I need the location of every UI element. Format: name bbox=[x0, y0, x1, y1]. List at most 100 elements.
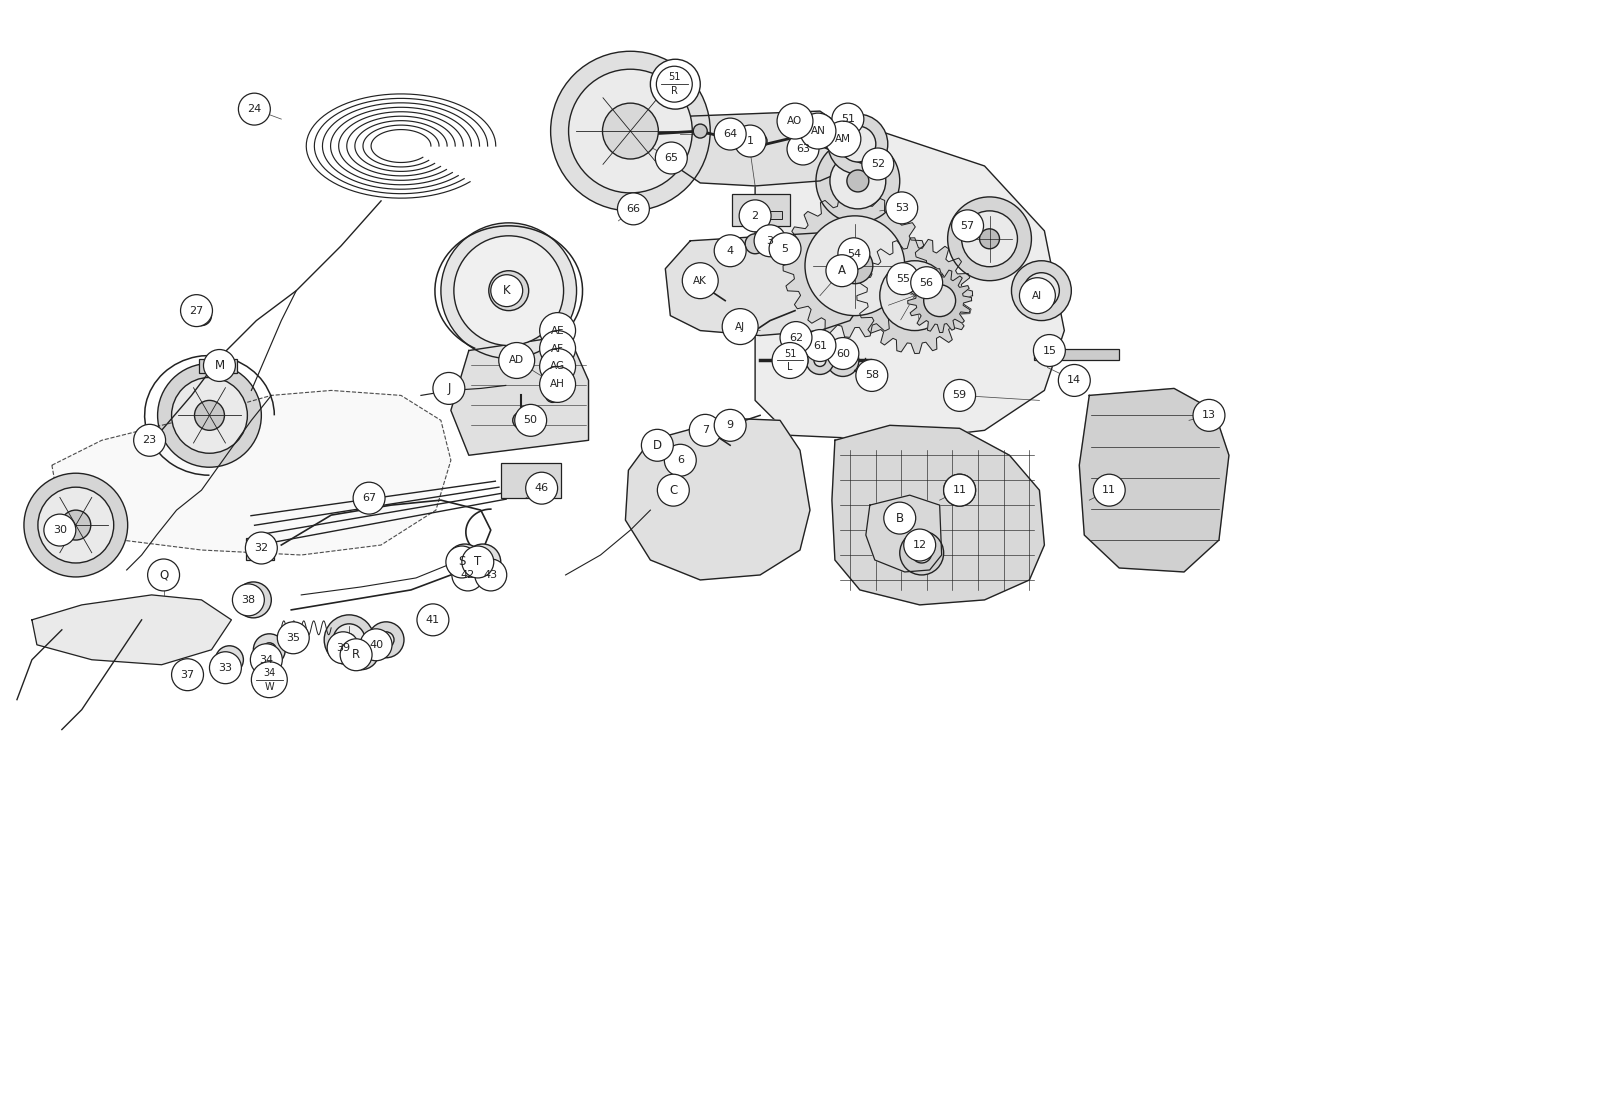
Circle shape bbox=[192, 306, 211, 326]
Polygon shape bbox=[670, 112, 850, 186]
Circle shape bbox=[650, 59, 701, 109]
Text: 64: 64 bbox=[723, 129, 738, 139]
Circle shape bbox=[354, 644, 368, 659]
Circle shape bbox=[781, 321, 811, 353]
Polygon shape bbox=[832, 425, 1045, 604]
Circle shape bbox=[739, 200, 771, 232]
Text: 46: 46 bbox=[534, 483, 549, 493]
Text: 55: 55 bbox=[896, 273, 910, 283]
Circle shape bbox=[827, 114, 888, 174]
Circle shape bbox=[224, 653, 235, 666]
Circle shape bbox=[837, 355, 850, 367]
Circle shape bbox=[826, 122, 861, 157]
Text: 1: 1 bbox=[747, 136, 754, 146]
Polygon shape bbox=[866, 495, 942, 572]
Circle shape bbox=[830, 153, 886, 209]
Circle shape bbox=[434, 372, 466, 405]
Text: 32: 32 bbox=[254, 543, 269, 553]
Circle shape bbox=[1011, 261, 1072, 321]
Circle shape bbox=[539, 312, 576, 349]
Text: 59: 59 bbox=[952, 390, 966, 400]
Circle shape bbox=[216, 646, 243, 673]
Circle shape bbox=[814, 355, 826, 367]
Circle shape bbox=[904, 530, 936, 561]
Text: 9: 9 bbox=[726, 420, 734, 430]
Text: 35: 35 bbox=[286, 633, 301, 643]
Polygon shape bbox=[907, 269, 971, 332]
Text: 63: 63 bbox=[795, 144, 810, 154]
Circle shape bbox=[147, 559, 179, 591]
Circle shape bbox=[539, 330, 576, 367]
Text: AM: AM bbox=[835, 134, 851, 144]
Circle shape bbox=[341, 639, 373, 671]
Circle shape bbox=[947, 197, 1032, 281]
Circle shape bbox=[734, 125, 766, 157]
Bar bbox=[501, 463, 560, 498]
Circle shape bbox=[354, 482, 386, 514]
Circle shape bbox=[539, 367, 576, 403]
Text: 7: 7 bbox=[702, 425, 709, 435]
Circle shape bbox=[550, 51, 710, 211]
Circle shape bbox=[912, 543, 931, 563]
Circle shape bbox=[618, 193, 650, 225]
Text: AI: AI bbox=[1032, 291, 1043, 301]
Circle shape bbox=[778, 103, 813, 139]
Circle shape bbox=[886, 192, 918, 224]
Circle shape bbox=[899, 531, 944, 575]
Circle shape bbox=[1034, 334, 1066, 367]
Circle shape bbox=[333, 623, 365, 656]
Text: 13: 13 bbox=[1202, 410, 1216, 420]
Text: 2: 2 bbox=[752, 211, 758, 221]
Text: 57: 57 bbox=[960, 221, 974, 231]
Circle shape bbox=[342, 633, 379, 670]
Circle shape bbox=[642, 429, 674, 462]
Circle shape bbox=[451, 559, 483, 591]
Text: 27: 27 bbox=[189, 306, 203, 316]
Circle shape bbox=[1019, 278, 1056, 313]
Text: 23: 23 bbox=[142, 435, 157, 445]
Text: L: L bbox=[787, 362, 792, 372]
Text: 61: 61 bbox=[813, 340, 827, 350]
Text: 67: 67 bbox=[362, 493, 376, 503]
Circle shape bbox=[1058, 365, 1090, 397]
Text: 53: 53 bbox=[894, 203, 909, 213]
Text: AJ: AJ bbox=[734, 321, 746, 331]
Polygon shape bbox=[51, 390, 451, 555]
Text: AO: AO bbox=[787, 116, 803, 126]
Text: 62: 62 bbox=[789, 332, 803, 342]
Circle shape bbox=[846, 169, 869, 192]
Circle shape bbox=[746, 234, 765, 254]
Circle shape bbox=[368, 622, 403, 658]
Circle shape bbox=[210, 652, 242, 683]
Circle shape bbox=[438, 377, 462, 400]
Circle shape bbox=[656, 66, 693, 103]
Circle shape bbox=[195, 400, 224, 430]
Circle shape bbox=[418, 604, 450, 636]
Circle shape bbox=[765, 234, 786, 254]
Circle shape bbox=[656, 142, 688, 174]
Circle shape bbox=[462, 546, 494, 578]
Circle shape bbox=[754, 225, 786, 256]
Circle shape bbox=[923, 284, 955, 317]
Polygon shape bbox=[626, 418, 810, 580]
Text: T: T bbox=[474, 555, 482, 569]
Circle shape bbox=[61, 511, 91, 540]
Circle shape bbox=[238, 94, 270, 125]
Circle shape bbox=[466, 544, 501, 580]
Circle shape bbox=[171, 659, 203, 690]
Circle shape bbox=[262, 642, 277, 657]
Text: 60: 60 bbox=[835, 349, 850, 359]
Circle shape bbox=[499, 342, 534, 378]
Circle shape bbox=[360, 629, 392, 661]
Circle shape bbox=[245, 532, 277, 564]
Circle shape bbox=[794, 127, 806, 140]
Text: 14: 14 bbox=[1067, 376, 1082, 386]
Text: 5: 5 bbox=[781, 244, 789, 254]
Text: 50: 50 bbox=[523, 416, 538, 425]
Circle shape bbox=[342, 633, 355, 646]
Polygon shape bbox=[782, 194, 926, 338]
Circle shape bbox=[826, 254, 858, 287]
Text: 3: 3 bbox=[766, 235, 773, 245]
Circle shape bbox=[962, 211, 1018, 266]
Circle shape bbox=[171, 378, 248, 454]
